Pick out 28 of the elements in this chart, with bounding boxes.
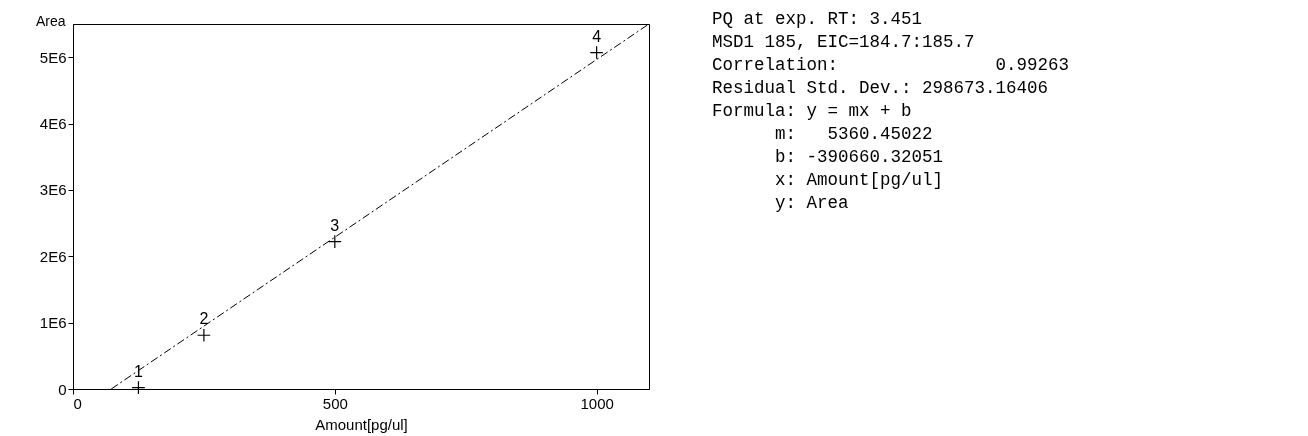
y-axis-title: Area xyxy=(35,12,66,29)
text: b: -390660.32051 xyxy=(774,146,945,169)
text: Residual Std. Dev.: 298673.16406 xyxy=(712,77,1050,100)
x-tick-label: 500 xyxy=(322,394,348,412)
text: Correlation: 0.99263 xyxy=(712,54,1070,77)
y-tick-label: 2E6 xyxy=(39,247,67,265)
text: PQ at exp. RT: 3.451 xyxy=(712,8,924,31)
x-tick-label: 1000 xyxy=(580,394,614,412)
point xyxy=(131,380,146,395)
point xyxy=(589,45,604,60)
y-tick-label: 3E6 xyxy=(39,181,67,199)
point xyxy=(327,234,342,249)
annotation: 3 xyxy=(330,216,340,234)
annotation: 4 xyxy=(592,27,602,45)
x-axis-title: Amount[pg/ul] xyxy=(315,415,408,433)
text: x: Amount[pg/ul] xyxy=(774,169,945,192)
text: MSD1 185, EIC=184.7:185.7 xyxy=(712,31,976,54)
x-tick-label: 0 xyxy=(73,394,82,412)
text: Formula: y = mx + b xyxy=(712,100,913,123)
y-tick-label: 4E6 xyxy=(39,115,67,133)
point xyxy=(196,328,211,343)
annotation: 2 xyxy=(199,310,209,328)
text: m: 5360.45022 xyxy=(774,123,934,146)
y-tick-label: 5E6 xyxy=(39,48,67,66)
y-tick-label: 0 xyxy=(58,380,67,398)
annotation: 1 xyxy=(134,362,143,380)
y-tick-label: 1E6 xyxy=(39,314,67,332)
text: y: Area xyxy=(774,192,850,215)
